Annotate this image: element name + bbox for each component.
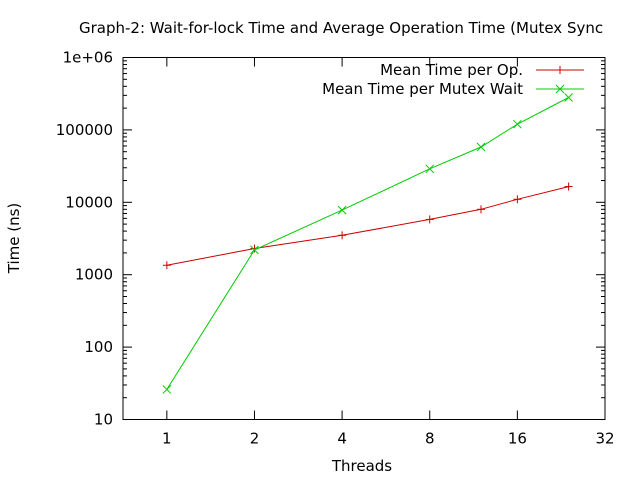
- data-point: [425, 164, 435, 174]
- chart-title: Graph-2: Wait-for-lock Time and Average …: [79, 19, 603, 37]
- y-axis: 10 100 1000 10000 100000 1e+06: [56, 49, 605, 429]
- series-line: [166, 97, 569, 390]
- y-tick-label: 1e+06: [63, 49, 113, 67]
- data-point: [476, 142, 486, 152]
- x-axis-label: Threads: [331, 457, 392, 475]
- y-tick-label: 10: [94, 411, 113, 429]
- x-axis: 1 2 4 8 16 32: [162, 57, 615, 448]
- x-tick-label: 4: [337, 430, 347, 448]
- x-tick-label: 1: [162, 430, 172, 448]
- y-tick-label: 100000: [56, 121, 113, 139]
- data-point: [162, 261, 171, 270]
- x-tick-label: 16: [508, 430, 527, 448]
- data-point: [476, 205, 485, 214]
- data-point: [556, 66, 564, 74]
- x-tick-label: 8: [425, 430, 435, 448]
- series-1: [162, 182, 573, 270]
- data-point: [425, 215, 434, 224]
- data-point: [513, 195, 522, 204]
- legend-label: Mean Time per Mutex Wait: [322, 80, 523, 98]
- legend: Mean Time per Op.Mean Time per Mutex Wai…: [322, 61, 584, 98]
- data-point: [338, 231, 347, 240]
- data-point: [250, 245, 259, 255]
- data-point: [337, 205, 347, 215]
- y-axis-label: Time (ns): [5, 203, 23, 275]
- data-point: [162, 385, 172, 394]
- data-point: [555, 84, 565, 94]
- series-2: [162, 93, 573, 394]
- y-tick-label: 10000: [65, 193, 113, 211]
- y-tick-label: 1000: [75, 266, 113, 284]
- x-tick-label: 32: [595, 430, 614, 448]
- x-tick-label: 2: [250, 430, 260, 448]
- data-point: [564, 182, 573, 191]
- y-tick-label: 100: [84, 338, 113, 356]
- data-point: [564, 93, 573, 102]
- data-point: [513, 119, 522, 129]
- legend-label: Mean Time per Op.: [380, 61, 523, 79]
- plot-frame: [122, 57, 606, 420]
- series-layer: [162, 93, 573, 394]
